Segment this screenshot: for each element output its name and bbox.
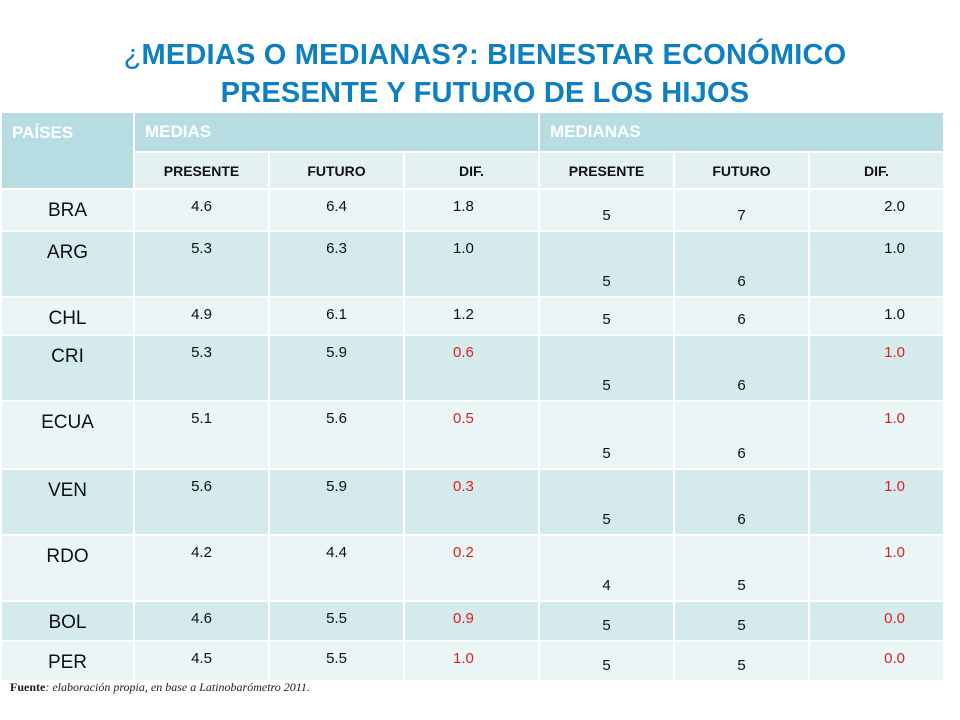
medianas-dif-cell: 1.0 xyxy=(808,400,945,470)
medianas-futuro-cell: 5 xyxy=(673,640,810,682)
medias-dif-cell: 1.2 xyxy=(403,296,540,336)
country-cell: VEN xyxy=(0,468,135,536)
source-text: : elaboración propia, en base a Latinoba… xyxy=(45,680,310,694)
subheader-medianas-dif: DIF. xyxy=(808,151,945,190)
table-row: ECUA 5.1 5.6 0.5 5 6 1.0 xyxy=(0,400,945,470)
medias-presente-cell: 5.6 xyxy=(133,468,270,536)
data-table: PAÍSES MEDIAS MEDIANAS PRESENTE FUTURO D… xyxy=(0,111,945,682)
medianas-futuro-cell: 6 xyxy=(673,230,810,298)
country-cell: CHL xyxy=(0,296,135,336)
subheader-medias-futuro: FUTURO xyxy=(268,151,405,190)
medias-presente-cell: 5.1 xyxy=(133,400,270,470)
country-cell: ECUA xyxy=(0,400,135,470)
medias-presente-cell: 5.3 xyxy=(133,334,270,402)
subheader-medias-dif: DIF. xyxy=(403,151,540,190)
medias-dif-cell: 1.0 xyxy=(403,230,540,298)
slide-title: ¿MEDIAS O MEDIANAS?: BIENESTAR ECONÓMICO… xyxy=(60,36,910,112)
medias-presente-cell: 4.6 xyxy=(133,188,270,232)
source-label: Fuente xyxy=(10,680,46,694)
medianas-presente-cell: 5 xyxy=(538,400,675,470)
country-cell: RDO xyxy=(0,534,135,602)
source-note: Fuente: elaboración propia, en base a La… xyxy=(10,680,310,695)
medias-dif-cell: 0.2 xyxy=(403,534,540,602)
country-cell: BOL xyxy=(0,600,135,642)
header-medianas: MEDIANAS xyxy=(538,111,945,153)
medias-futuro-cell: 6.3 xyxy=(268,230,405,298)
country-cell: PER xyxy=(0,640,135,682)
header-medias: MEDIAS xyxy=(133,111,540,153)
medias-futuro-cell: 5.5 xyxy=(268,640,405,682)
table-row: RDO 4.2 4.4 0.2 4 5 1.0 xyxy=(0,534,945,602)
medias-futuro-cell: 5.9 xyxy=(268,468,405,536)
medias-futuro-cell: 5.9 xyxy=(268,334,405,402)
medianas-presente-cell: 5 xyxy=(538,188,675,232)
medianas-dif-cell: 0.0 xyxy=(808,640,945,682)
medias-dif-cell: 0.3 xyxy=(403,468,540,536)
table-row: VEN 5.6 5.9 0.3 5 6 1.0 xyxy=(0,468,945,536)
subheader-medianas-futuro: FUTURO xyxy=(673,151,810,190)
table-row: PER 4.5 5.5 1.0 5 5 0.0 xyxy=(0,640,945,682)
table-row: ARG 5.3 6.3 1.0 5 6 1.0 xyxy=(0,230,945,298)
medianas-dif-cell: 1.0 xyxy=(808,296,945,336)
medias-dif-cell: 1.8 xyxy=(403,188,540,232)
medias-dif-cell: 0.6 xyxy=(403,334,540,402)
medianas-presente-cell: 5 xyxy=(538,296,675,336)
medianas-futuro-cell: 6 xyxy=(673,296,810,336)
title-line-1: ¿MEDIAS O MEDIANAS?: BIENESTAR ECONÓMICO xyxy=(123,39,847,71)
table-row: BRA 4.6 6.4 1.8 5 7 2.0 xyxy=(0,188,945,232)
country-cell: BRA xyxy=(0,188,135,232)
medianas-dif-cell: 0.0 xyxy=(808,600,945,642)
table-row: CRI 5.3 5.9 0.6 5 6 1.0 xyxy=(0,334,945,402)
country-cell: ARG xyxy=(0,230,135,298)
medias-futuro-cell: 4.4 xyxy=(268,534,405,602)
table-row: CHL 4.9 6.1 1.2 5 6 1.0 xyxy=(0,296,945,336)
medianas-presente-cell: 5 xyxy=(538,600,675,642)
header-paises: PAÍSES xyxy=(0,111,135,190)
medianas-dif-cell: 1.0 xyxy=(808,468,945,536)
medianas-futuro-cell: 7 xyxy=(673,188,810,232)
medias-dif-cell: 0.9 xyxy=(403,600,540,642)
medianas-dif-cell: 1.0 xyxy=(808,534,945,602)
subheader-medianas-presente: PRESENTE xyxy=(538,151,675,190)
medianas-presente-cell: 5 xyxy=(538,640,675,682)
medianas-futuro-cell: 5 xyxy=(673,600,810,642)
subheader-medias-presente: PRESENTE xyxy=(133,151,270,190)
medianas-futuro-cell: 6 xyxy=(673,468,810,536)
medias-futuro-cell: 6.4 xyxy=(268,188,405,232)
medianas-presente-cell: 5 xyxy=(538,468,675,536)
medias-presente-cell: 5.3 xyxy=(133,230,270,298)
medias-presente-cell: 4.6 xyxy=(133,600,270,642)
medianas-futuro-cell: 5 xyxy=(673,534,810,602)
medias-presente-cell: 4.5 xyxy=(133,640,270,682)
medias-presente-cell: 4.2 xyxy=(133,534,270,602)
medianas-dif-cell: 1.0 xyxy=(808,334,945,402)
medias-presente-cell: 4.9 xyxy=(133,296,270,336)
medianas-presente-cell: 5 xyxy=(538,334,675,402)
table-row: BOL 4.6 5.5 0.9 5 5 0.0 xyxy=(0,600,945,642)
medianas-dif-cell: 2.0 xyxy=(808,188,945,232)
title-line-2: PRESENTE Y FUTURO DE LOS HIJOS xyxy=(220,77,750,109)
medianas-presente-cell: 5 xyxy=(538,230,675,298)
medianas-futuro-cell: 6 xyxy=(673,400,810,470)
medianas-futuro-cell: 6 xyxy=(673,334,810,402)
medianas-dif-cell: 1.0 xyxy=(808,230,945,298)
medias-futuro-cell: 5.6 xyxy=(268,400,405,470)
medias-dif-cell: 1.0 xyxy=(403,640,540,682)
medianas-presente-cell: 4 xyxy=(538,534,675,602)
medias-futuro-cell: 5.5 xyxy=(268,600,405,642)
country-cell: CRI xyxy=(0,334,135,402)
medias-futuro-cell: 6.1 xyxy=(268,296,405,336)
medias-dif-cell: 0.5 xyxy=(403,400,540,470)
